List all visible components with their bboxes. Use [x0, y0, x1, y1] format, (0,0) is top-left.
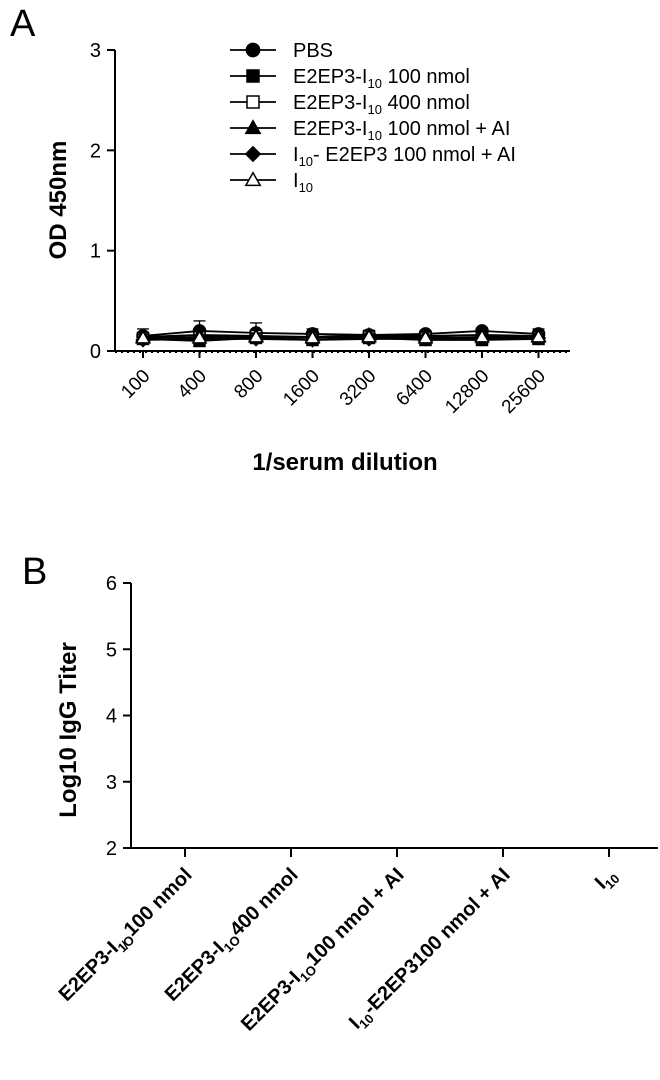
series-group-a	[135, 320, 547, 348]
series-line-a	[142, 330, 539, 337]
data-point-a	[135, 329, 151, 344]
data-point-a	[474, 328, 490, 343]
x-tick-label-a: 100	[117, 366, 154, 403]
category-label-b: I10	[591, 864, 623, 896]
panel-b: B Log10 IgG Titer 2 3 4 5 6 E2EP3-I1̸O100 nm…	[22, 551, 658, 1036]
y-tick-label-b: 5	[106, 639, 117, 661]
legend-marker-a	[245, 42, 261, 58]
series-a	[135, 328, 547, 344]
series-line-a	[142, 334, 539, 338]
y-tick-labels-a: 0 1 2 3	[90, 40, 101, 363]
y-tick-label-b: 2	[106, 838, 117, 860]
x-tick-label-a: 1600	[279, 366, 324, 411]
legend-label-a: PBS	[293, 40, 333, 62]
y-tick-label-a: 2	[90, 140, 101, 162]
data-point-a	[530, 328, 547, 343]
x-tick-label-a: 800	[230, 366, 267, 403]
x-tick-label-a: 400	[174, 366, 211, 403]
x-tick-label-a: 6400	[392, 366, 437, 411]
axes-b	[123, 582, 658, 857]
y-tick-label-b: 4	[106, 706, 117, 728]
data-point-a	[248, 328, 264, 343]
data-point-a	[191, 329, 208, 344]
data-point-a	[304, 329, 321, 344]
legend-marker-a	[244, 171, 262, 187]
legend-label-a: I10	[293, 170, 313, 195]
panel-letter-a: A	[10, 3, 36, 45]
y-tick-label-a: 3	[90, 40, 101, 62]
x-axis-title-a: 1/serum dilution	[252, 449, 437, 476]
y-tick-label-a: 0	[90, 341, 101, 363]
y-axis-title-a: OD 450nm	[45, 141, 72, 260]
legend-label-a: E2EP3-I10 400 nmol	[293, 92, 470, 117]
x-tick-label-a: 3200	[336, 366, 381, 411]
legend-label-a: I10- E2EP3 100 nmol + AI	[293, 144, 516, 169]
x-tick-labels-a: 100 400 800 1600 3200 6400 12800 25600	[117, 366, 550, 418]
axes-a	[107, 49, 570, 358]
legend-marker-a	[244, 119, 262, 135]
series-line-a	[142, 337, 539, 341]
legend-label-a: E2EP3-I10 100 nmol + AI	[293, 118, 510, 143]
x-tick-label-a: 12800	[441, 366, 493, 418]
legend-marker-a	[246, 69, 260, 83]
series-line-a	[143, 336, 539, 339]
panel-a: A OD 450nm 1/serum dilution 100 400 800 160…	[10, 3, 570, 476]
y-axis-title-b: Log10 IgG Titer	[55, 642, 82, 818]
y-tick-labels-b: 2 3 4 5 6	[106, 573, 117, 860]
data-point-a	[417, 329, 434, 344]
panel-letter-b: B	[22, 551, 47, 593]
x-tick-label-a: 25600	[498, 366, 550, 418]
legend-label-a: E2EP3-I10 100 nmol	[293, 66, 470, 91]
data-point-a	[361, 328, 377, 343]
y-tick-label-a: 1	[90, 241, 101, 263]
y-tick-label-b: 6	[106, 573, 117, 595]
legend-marker-a	[246, 95, 260, 109]
legend-marker-a	[244, 145, 262, 163]
y-tick-label-b: 3	[106, 772, 117, 794]
